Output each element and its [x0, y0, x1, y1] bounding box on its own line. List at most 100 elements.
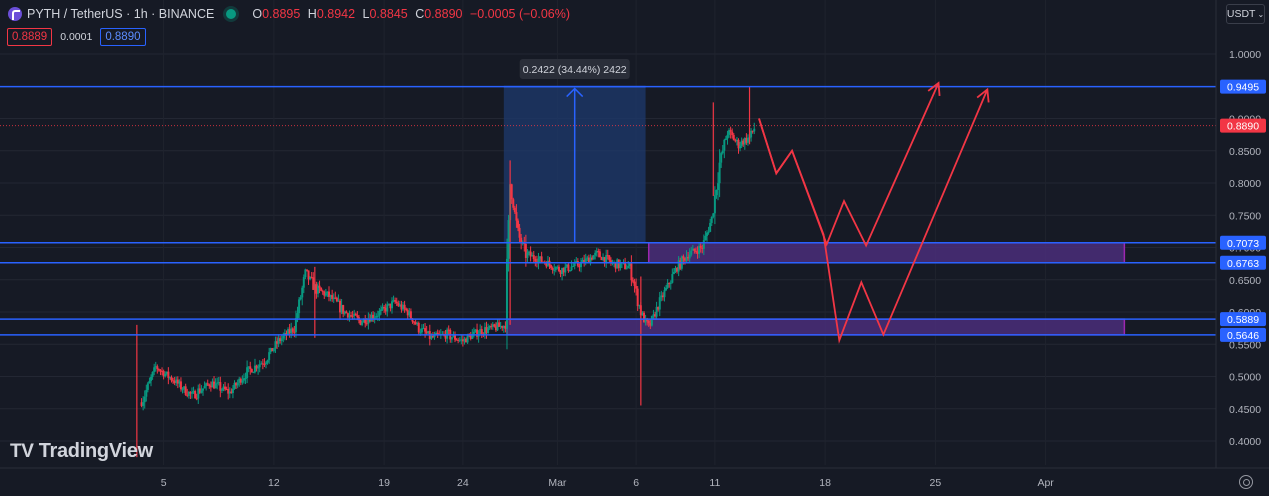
currency-dropdown[interactable]: USDT ⌄: [1226, 4, 1265, 24]
candle-body: [186, 394, 189, 396]
candle-body: [343, 311, 346, 314]
candle-body: [414, 322, 417, 325]
y-tick-label: 0.5000: [1229, 372, 1261, 384]
candle-body: [413, 321, 416, 323]
close-value: 0.8890: [424, 7, 463, 21]
candle-body: [655, 306, 658, 317]
candle-body: [751, 130, 754, 132]
candle-body: [361, 322, 364, 325]
candle-body: [685, 256, 688, 261]
candle-body: [224, 386, 227, 389]
y-tick-label: 0.5500: [1229, 339, 1261, 351]
candle-body: [217, 382, 220, 384]
x-tick-label: 19: [378, 477, 390, 489]
candle-body: [354, 313, 357, 316]
candle-body: [276, 341, 279, 344]
candle-body: [450, 337, 453, 340]
level-price-tag: [1220, 235, 1266, 250]
candle-body: [488, 326, 491, 329]
candle-body: [346, 313, 349, 318]
candle-body: [496, 322, 499, 331]
candle-body: [288, 329, 291, 334]
measure-label: 0.2422 (34.44%) 2422: [523, 64, 627, 76]
candle-body: [397, 303, 400, 306]
candle-body: [271, 348, 274, 352]
candle-body: [162, 371, 165, 377]
candle-body: [310, 277, 313, 279]
candle-body: [231, 388, 234, 394]
candle-body: [701, 247, 704, 249]
candle-body: [619, 263, 622, 269]
candle-body: [718, 162, 721, 184]
ohlc-readout: O0.8895 H0.8942 L0.8845 C0.8890 −0.0005 …: [252, 7, 574, 21]
candle-body: [679, 260, 682, 269]
currency-label: USDT: [1226, 8, 1256, 20]
projection-arrow-head: [927, 81, 941, 97]
settings-icon[interactable]: [1239, 475, 1253, 489]
candle-body: [460, 339, 463, 341]
candle-body: [728, 130, 731, 135]
candle-body: [436, 332, 439, 335]
candle-body: [320, 287, 323, 291]
candle-body: [359, 320, 362, 325]
last-price-label: 0.8890: [1227, 121, 1259, 133]
spread-value: 0.0001: [60, 31, 93, 43]
symbol-title[interactable]: PYTH / TetherUS · 1h · BINANCE: [27, 7, 215, 21]
candle-body: [734, 140, 737, 142]
open-label: O: [252, 7, 263, 21]
x-tick-label: 12: [268, 477, 280, 489]
candle-body: [339, 300, 342, 313]
candle-body: [422, 328, 425, 330]
candle-body: [750, 130, 753, 138]
candle-body: [146, 383, 149, 390]
candle-body: [140, 402, 143, 406]
candle-body: [493, 324, 496, 327]
candle-body: [562, 267, 565, 273]
candle-body: [372, 314, 375, 319]
candle-body: [561, 267, 564, 275]
candle-body: [296, 313, 299, 319]
candle-body: [461, 339, 464, 342]
candle-body: [411, 318, 414, 322]
candle-body: [367, 319, 370, 324]
candle-body: [305, 269, 308, 271]
candle-body: [665, 287, 668, 291]
candle-body: [688, 254, 691, 259]
y-tick-label: 0.7500: [1229, 210, 1261, 222]
candle-body: [345, 311, 348, 314]
candle-body: [211, 381, 214, 388]
candle-body: [534, 258, 537, 262]
candle-body: [258, 364, 261, 368]
candle-body: [392, 300, 395, 302]
candle-body: [641, 312, 644, 316]
candle-body: [546, 260, 549, 267]
candle-body: [298, 299, 301, 314]
candle-body: [216, 382, 219, 384]
candle-body: [650, 315, 653, 326]
candle-body: [189, 391, 192, 394]
ask-button[interactable]: 0.8890: [100, 28, 146, 46]
candle-body: [167, 371, 170, 378]
candle-body: [206, 383, 209, 385]
candle-body: [573, 262, 576, 266]
candle-body: [389, 303, 392, 309]
candle-body: [704, 236, 707, 241]
candle-body: [647, 320, 650, 324]
projection-path: [758, 89, 989, 344]
bid-button[interactable]: 0.8889: [7, 28, 53, 46]
candle-body: [537, 258, 540, 264]
candle-body: [294, 318, 297, 333]
candle-body: [614, 262, 617, 269]
candle-body: [351, 315, 354, 317]
candle-body: [721, 150, 724, 154]
candle-body: [365, 323, 368, 325]
candle-body: [431, 336, 434, 338]
candle-body: [318, 285, 321, 288]
x-tick-label: 5: [161, 477, 167, 489]
candle-body: [203, 386, 206, 389]
candle-body: [419, 332, 422, 334]
candle-body: [154, 366, 157, 368]
candle-body: [386, 304, 389, 312]
candle-body: [627, 266, 630, 269]
